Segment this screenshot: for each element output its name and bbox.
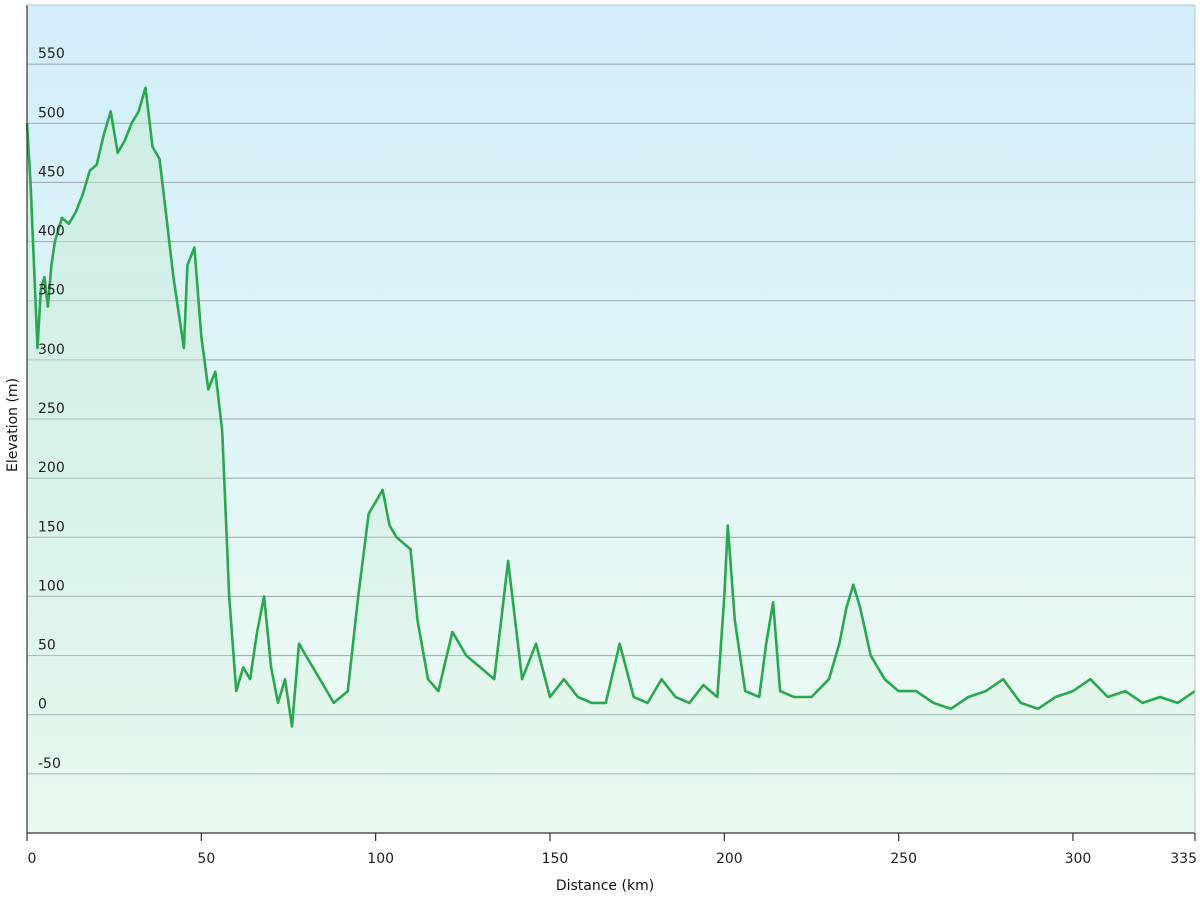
y-tick-label: 200	[38, 460, 65, 476]
y-tick-label: 300	[38, 342, 65, 358]
y-tick-label: 350	[38, 283, 65, 299]
y-axis-ticks: -50 0 50 100 150 200 250 300 350 400 450 500 550	[38, 46, 65, 772]
x-tick-label: 100	[367, 851, 394, 867]
x-tick-label: 150	[542, 851, 569, 867]
y-tick-label: 450	[38, 164, 65, 180]
y-tick-label: 250	[38, 401, 65, 417]
y-tick-label: 550	[38, 46, 65, 62]
x-tick-label: 200	[716, 851, 743, 867]
y-tick-label: 50	[38, 638, 56, 654]
x-tick-label: 300	[1065, 851, 1092, 867]
x-axis-title: Distance (km)	[556, 878, 654, 894]
x-axis-ticks: 0 50 100 150 200 250 300 335	[26, 833, 1197, 867]
y-tick-label: 100	[38, 578, 65, 594]
x-tick-label: 250	[890, 851, 917, 867]
y-tick-label: 500	[38, 105, 65, 121]
elevation-line	[25, 86, 1196, 728]
x-tick-label: 50	[197, 851, 215, 867]
y-axis-title: Elevation (m)	[5, 378, 21, 472]
y-tick-label: 150	[38, 519, 65, 535]
y-tick-label: 0	[38, 697, 47, 713]
axes	[26, 4, 1196, 834]
y-tick-label: 400	[38, 224, 65, 240]
x-tick-label: 0	[28, 851, 37, 867]
y-tick-label: -50	[38, 756, 61, 772]
x-tick-label: 335	[1170, 851, 1197, 867]
